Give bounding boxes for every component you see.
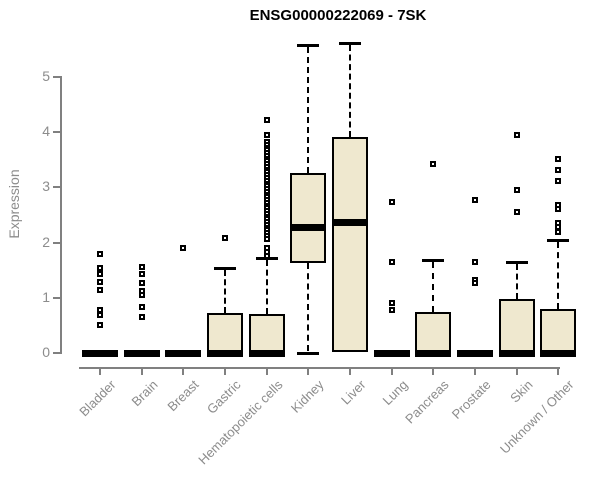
whisker-cap-upper — [506, 261, 528, 264]
outlier-point — [389, 300, 395, 306]
box-body — [207, 313, 243, 353]
outlier-point — [97, 279, 103, 285]
whisker-upper — [557, 242, 559, 309]
whisker-lower — [307, 263, 309, 351]
x-axis-line — [79, 367, 560, 369]
outlier-point — [514, 187, 520, 193]
outlier-point — [139, 271, 145, 277]
whisker-upper — [349, 45, 351, 137]
outlier-point — [97, 287, 103, 293]
median-line — [249, 350, 285, 357]
y-tick-label: 1 — [42, 289, 50, 305]
whisker-cap-upper — [547, 239, 569, 242]
outlier-point — [139, 304, 145, 310]
outlier-point — [472, 197, 478, 203]
outlier-point — [222, 235, 228, 241]
y-tick — [53, 242, 60, 244]
whisker-cap-upper — [339, 42, 361, 45]
outlier-point — [139, 314, 145, 320]
box-body — [499, 299, 535, 353]
whisker-upper — [307, 47, 309, 173]
x-tick — [307, 369, 309, 375]
y-tick — [53, 186, 60, 188]
y-tick-label: 0 — [42, 344, 50, 360]
y-tick — [53, 76, 60, 78]
median-line — [457, 350, 493, 357]
y-tick — [53, 352, 60, 354]
median-line — [290, 224, 326, 231]
x-tick — [266, 369, 268, 375]
y-tick — [53, 131, 60, 133]
x-tick — [391, 369, 393, 375]
outlier-point — [472, 280, 478, 286]
y-axis-line — [60, 76, 62, 354]
median-line — [207, 350, 243, 357]
median-line — [415, 350, 451, 357]
whisker-cap-lower — [297, 352, 319, 355]
outlier-point — [389, 259, 395, 265]
whisker-cap-upper — [297, 44, 319, 47]
outlier-point — [264, 132, 270, 138]
median-line — [332, 219, 368, 226]
y-tick-label: 5 — [42, 68, 50, 84]
y-tick — [53, 297, 60, 299]
y-tick-label: 3 — [42, 178, 50, 194]
outlier-point — [139, 292, 145, 298]
outlier-point — [555, 229, 561, 235]
outlier-point — [139, 280, 145, 286]
box-body — [332, 137, 368, 352]
outlier-point — [555, 178, 561, 184]
outlier-point — [97, 251, 103, 257]
whisker-upper — [432, 262, 434, 312]
median-line — [124, 350, 160, 357]
outlier-point — [97, 265, 103, 271]
outlier-point — [389, 307, 395, 313]
whisker-upper — [224, 270, 226, 313]
median-line — [165, 350, 201, 357]
outlier-point — [472, 259, 478, 265]
x-tick — [474, 369, 476, 375]
box-body — [249, 314, 285, 353]
x-tick — [182, 369, 184, 375]
x-tick — [557, 369, 559, 375]
outlier-point — [430, 161, 436, 167]
whisker-cap-upper — [214, 267, 236, 270]
outlier-point — [97, 271, 103, 277]
box-body — [415, 312, 451, 353]
outlier-point — [514, 209, 520, 215]
outlier-point — [97, 312, 103, 318]
x-tick — [349, 369, 351, 375]
whisker-cap-upper — [422, 259, 444, 262]
outlier-point — [264, 117, 270, 123]
chart-title: ENSG00000222069 - 7SK — [249, 7, 427, 24]
outlier-point — [555, 167, 561, 173]
outlier-point — [389, 199, 395, 205]
box-body — [540, 309, 576, 353]
x-tick — [99, 369, 101, 375]
median-line — [540, 350, 576, 357]
outlier-point — [555, 206, 561, 212]
median-line — [499, 350, 535, 357]
y-tick-label: 2 — [42, 234, 50, 250]
outlier-point — [97, 322, 103, 328]
x-tick — [141, 369, 143, 375]
x-tick — [224, 369, 226, 375]
box-body — [290, 173, 326, 263]
x-tick — [516, 369, 518, 375]
outlier-point — [555, 156, 561, 162]
whisker-upper — [516, 264, 518, 299]
y-tick-label: 4 — [42, 123, 50, 139]
outlier-point — [264, 253, 270, 259]
median-line — [82, 350, 118, 357]
whisker-upper — [266, 260, 268, 314]
outlier-point — [514, 132, 520, 138]
x-tick — [432, 369, 434, 375]
outlier-point — [180, 245, 186, 251]
outlier-point — [264, 236, 270, 242]
median-line — [374, 350, 410, 357]
outlier-point — [139, 264, 145, 270]
